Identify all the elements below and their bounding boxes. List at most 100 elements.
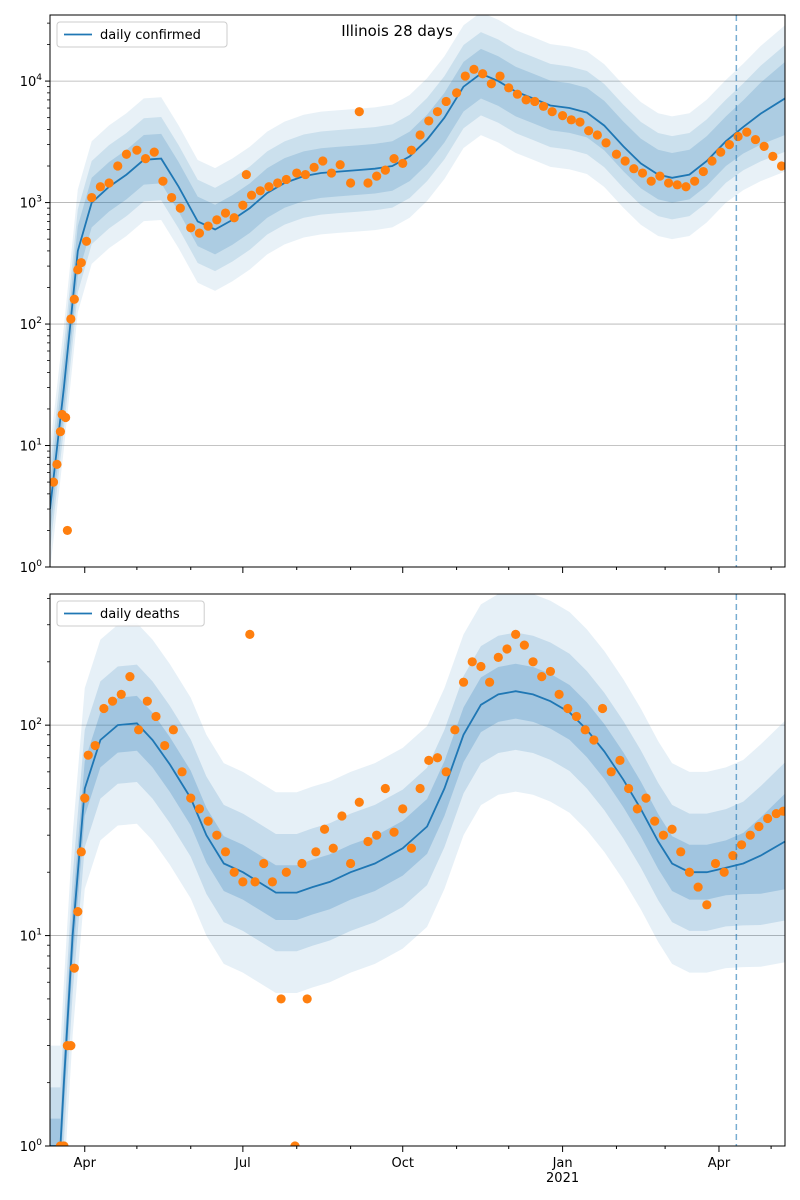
data-point (160, 740, 170, 751)
data-point (318, 156, 328, 166)
data-point (194, 228, 205, 238)
legend: daily confirmed (56, 21, 228, 48)
data-point (292, 168, 302, 178)
axes-frame (49, 593, 786, 1147)
data-point (557, 110, 568, 121)
data-point (566, 115, 576, 125)
data-point (62, 525, 72, 536)
data-point (478, 69, 488, 79)
data-point (229, 867, 239, 877)
data-point (759, 141, 769, 151)
data-point (620, 156, 630, 166)
data-point (55, 427, 66, 437)
data-point (710, 858, 721, 869)
data-point (451, 88, 462, 98)
axes-frame (49, 14, 786, 568)
data-point (229, 213, 239, 223)
data-point (250, 877, 260, 887)
data-point (319, 824, 330, 834)
data-point (528, 657, 538, 667)
data-point (328, 843, 338, 853)
confidence-band (50, 48, 785, 534)
confidence-band (50, 594, 785, 1146)
legend: daily deaths (56, 600, 205, 627)
data-point (650, 816, 660, 826)
y-tick-label: 100 (20, 559, 43, 576)
data-point (175, 203, 185, 213)
data-point (424, 116, 434, 126)
data-point (212, 215, 222, 225)
data-point (441, 96, 451, 107)
data-point (629, 164, 639, 174)
data-point (276, 994, 286, 1004)
y-tick-label: 102 (20, 717, 42, 734)
data-point (637, 168, 648, 178)
chart-panel-1: 100 101 102 103 104 daily confirmed Illinois 2… (20, 14, 786, 576)
data-point (504, 83, 514, 93)
data-point (476, 661, 486, 672)
data-point (424, 755, 434, 765)
data-point (580, 725, 590, 735)
data-point (238, 877, 248, 887)
data-point (372, 830, 382, 840)
data-point (267, 877, 278, 887)
data-point (624, 783, 634, 794)
data-point (415, 783, 425, 794)
series-line (50, 690, 785, 1146)
data-point (311, 847, 321, 857)
data-point (601, 138, 611, 148)
data-point (485, 677, 495, 687)
data-point (220, 208, 231, 218)
y-tick-label: 104 (20, 73, 43, 90)
data-point (776, 161, 785, 171)
data-point (571, 711, 582, 722)
data-point (563, 703, 573, 714)
data-point (693, 882, 703, 892)
x-tick-label: Apr (74, 1156, 97, 1171)
data-point (469, 64, 479, 74)
data-point (663, 178, 674, 188)
data-point (684, 867, 695, 877)
data-point (158, 176, 168, 186)
data-point (398, 804, 408, 814)
data-point (76, 847, 86, 857)
data-point (281, 867, 291, 877)
data-point (778, 806, 785, 816)
data-point (521, 95, 531, 105)
data-point (502, 644, 512, 654)
data-point (186, 793, 196, 803)
data-point (69, 963, 79, 973)
data-point (73, 906, 83, 917)
data-point (389, 154, 399, 164)
data-point (297, 858, 307, 869)
chart-title: Illinois 28 days (341, 22, 453, 40)
data-point (264, 182, 274, 192)
data-point (354, 107, 364, 117)
data-point (538, 101, 549, 111)
data-point (707, 156, 717, 166)
data-point (592, 130, 602, 140)
data-point (87, 192, 97, 203)
data-point (432, 107, 443, 117)
data-point (415, 130, 425, 140)
data-point (73, 265, 83, 275)
data-point (380, 165, 390, 175)
x-tick-label: Apr (708, 1156, 731, 1171)
data-point (372, 171, 382, 181)
data-point (589, 735, 599, 745)
data-point (104, 178, 114, 188)
data-point (495, 71, 505, 81)
data-point (241, 169, 251, 180)
data-point (132, 145, 142, 155)
data-point (346, 858, 356, 869)
data-point (486, 79, 496, 89)
data-point (246, 190, 257, 200)
data-point (641, 793, 651, 803)
data-point (537, 672, 547, 682)
data-point (389, 827, 399, 837)
data-point (406, 145, 417, 155)
confidence-band (50, 632, 785, 1146)
data-point (337, 811, 347, 821)
